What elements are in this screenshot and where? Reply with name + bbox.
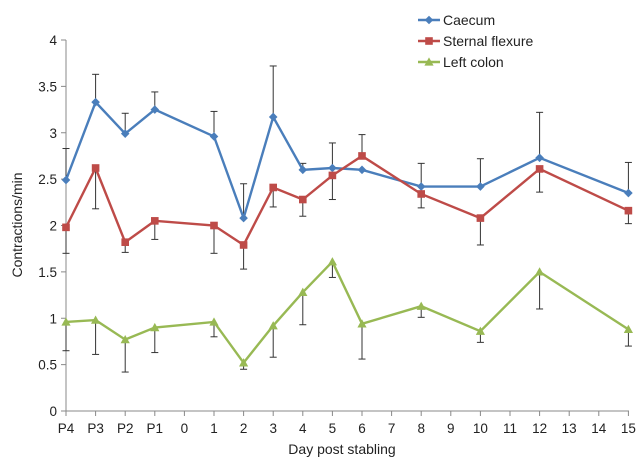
left-colon-point	[61, 317, 71, 326]
caecum-point	[150, 105, 160, 114]
legend-marker-caecum	[424, 15, 434, 25]
left-colon-point	[623, 324, 633, 334]
left-colon-point	[268, 321, 278, 330]
legend-label-left-colon: Left colon	[443, 54, 504, 70]
sternal-flexure-point	[269, 183, 277, 192]
caecum-point	[209, 132, 219, 141]
x-tick-label: 15	[621, 421, 636, 436]
left-colon-point	[298, 287, 308, 296]
y-tick-label: 1	[49, 311, 57, 326]
y-tick-label: 2	[49, 219, 57, 234]
sternal-flexure-point	[151, 217, 159, 225]
sternal-flexure-point	[535, 165, 544, 173]
sternal-flexure-point	[91, 164, 100, 172]
caecum-point	[61, 175, 71, 185]
caecum-point	[91, 97, 100, 107]
caecum-point	[357, 165, 367, 175]
left-colon-point	[327, 257, 337, 266]
x-tick-label: P4	[58, 421, 75, 436]
series-lines	[64, 99, 630, 365]
left-colon-point	[535, 267, 545, 276]
y-tick-label: 0	[49, 404, 57, 419]
x-tick-label: P3	[87, 421, 104, 436]
sternal-flexure-point	[239, 241, 248, 249]
left-colon-point	[416, 301, 426, 310]
legend-label-sternal-flexure: Sternal flexure	[443, 33, 533, 49]
x-tick-label: 6	[358, 421, 366, 436]
x-tick-label: 8	[417, 421, 425, 436]
x-tick-label: P2	[117, 421, 134, 436]
x-axis-title: Day post stabling	[288, 441, 395, 457]
x-tick-label: 2	[240, 421, 248, 436]
left-colon-point	[475, 326, 485, 335]
error-bars	[62, 65, 632, 373]
left-colon-point	[357, 319, 367, 328]
x-tick-label: 9	[447, 421, 455, 436]
x-tick-label: 7	[388, 421, 396, 436]
left-colon-point	[91, 315, 101, 324]
x-tick-label: 13	[562, 421, 577, 436]
sternal-flexure-point	[328, 171, 337, 180]
caecum-point	[239, 213, 248, 223]
left-colon-point	[120, 334, 130, 344]
caecum-point	[120, 129, 130, 138]
caecum-point	[476, 182, 485, 191]
y-tick-label: 1.5	[38, 265, 57, 280]
left-colon-line	[65, 259, 630, 365]
y-tick-label: 0.5	[38, 358, 57, 373]
legend-marker-sternal-flexure	[425, 37, 433, 45]
sternal-flexure-line	[64, 154, 629, 247]
left-colon-point	[209, 317, 219, 326]
sternal-flexure-point	[358, 152, 366, 160]
y-tick-label: 3.5	[38, 79, 57, 94]
x-tick-label: 3	[269, 421, 277, 436]
legend-label-caecum: Caecum	[443, 12, 495, 28]
y-axis-title: Contractions/min	[9, 172, 25, 277]
sternal-flexure-point	[476, 214, 485, 222]
caecum-point	[298, 165, 308, 175]
sternal-flexure-point	[121, 238, 129, 246]
caecum-point	[624, 188, 633, 198]
caecum-point	[328, 163, 337, 173]
x-tick-label: P1	[147, 421, 164, 436]
caecum-point	[416, 182, 426, 191]
x-tick-label: 14	[591, 421, 607, 436]
x-tick-label: 5	[329, 421, 337, 436]
x-tick-label: 1	[210, 421, 218, 436]
y-tick-label: 4	[49, 33, 57, 48]
x-tick-label: 11	[503, 421, 517, 436]
sternal-flexure-point	[417, 190, 425, 198]
caecum-line	[64, 99, 629, 222]
x-tick-label: 12	[532, 421, 547, 436]
legend-marker-left-colon	[424, 57, 434, 66]
y-tick-label: 2.5	[38, 172, 57, 187]
legend: Caecum Sternal flexure Left colon	[418, 12, 533, 70]
caecum-point	[535, 153, 544, 163]
sternal-flexure-point	[62, 223, 70, 232]
series-markers	[61, 97, 633, 367]
x-tick-label: 10	[473, 421, 488, 436]
sternal-flexure-point	[210, 221, 218, 230]
x-tick-label: 0	[181, 421, 189, 436]
y-tick-label: 3	[49, 126, 57, 141]
left-colon-point	[150, 322, 160, 332]
x-tick-label: 4	[299, 421, 307, 436]
left-colon-point	[239, 358, 249, 367]
sternal-flexure-point	[624, 206, 633, 215]
caecum-point	[268, 112, 278, 122]
sternal-flexure-point	[299, 195, 307, 204]
